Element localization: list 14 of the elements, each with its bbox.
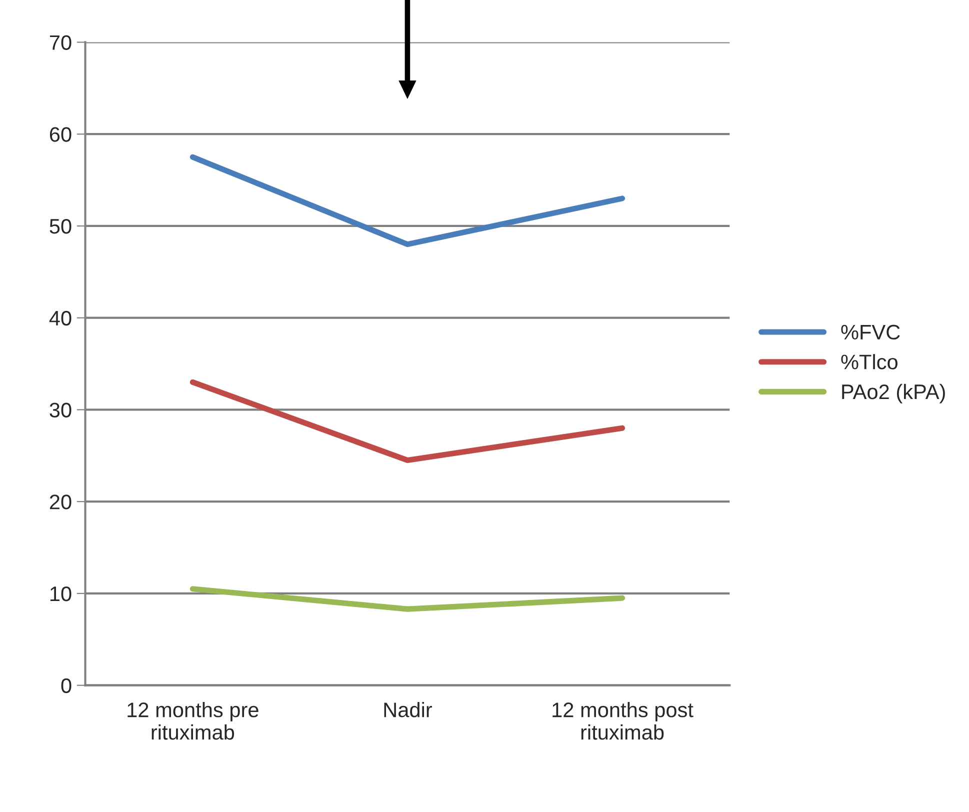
legend-label: PAo2 (kPA) bbox=[842, 384, 945, 404]
y-tick-label: 70 bbox=[50, 35, 72, 50]
y-tick-label: 0 bbox=[61, 678, 72, 694]
legend-label: %FVC bbox=[841, 324, 900, 340]
y-tick-label: 20 bbox=[50, 494, 72, 510]
y-tick-label: 10 bbox=[50, 586, 72, 602]
x-tick-label: Nadir bbox=[384, 702, 432, 718]
y-tick-label: 50 bbox=[50, 218, 72, 234]
y-tick-label: 40 bbox=[49, 310, 72, 326]
x-tick-label: 12 months post rituximab bbox=[552, 702, 694, 740]
legend-label: %Tlco bbox=[841, 354, 898, 370]
y-tick-label: 60 bbox=[50, 127, 72, 142]
x-tick-label: 12 months pre rituximab bbox=[128, 702, 258, 740]
y-tick-label: 30 bbox=[50, 402, 72, 418]
